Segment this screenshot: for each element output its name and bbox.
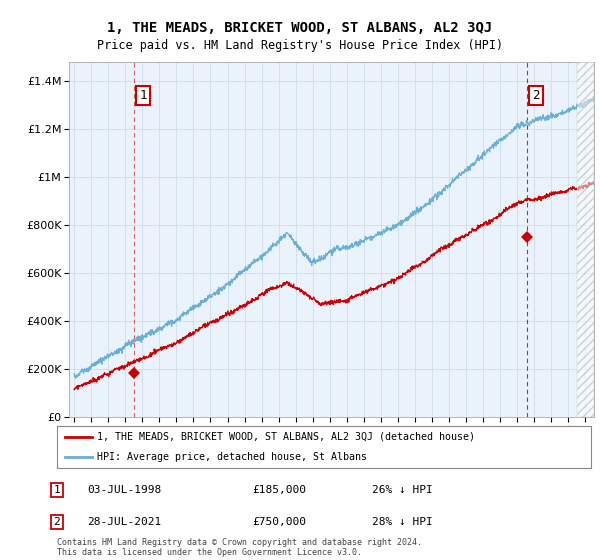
Text: 1: 1	[53, 485, 61, 495]
Text: Price paid vs. HM Land Registry's House Price Index (HPI): Price paid vs. HM Land Registry's House …	[97, 39, 503, 52]
Text: 1, THE MEADS, BRICKET WOOD, ST ALBANS, AL2 3QJ (detached house): 1, THE MEADS, BRICKET WOOD, ST ALBANS, A…	[97, 432, 475, 442]
Text: Contains HM Land Registry data © Crown copyright and database right 2024.
This d: Contains HM Land Registry data © Crown c…	[57, 538, 422, 557]
Text: £750,000: £750,000	[252, 517, 306, 527]
Text: 2: 2	[53, 517, 61, 527]
Text: 2: 2	[532, 88, 539, 102]
Text: 1, THE MEADS, BRICKET WOOD, ST ALBANS, AL2 3QJ: 1, THE MEADS, BRICKET WOOD, ST ALBANS, A…	[107, 21, 493, 35]
Text: HPI: Average price, detached house, St Albans: HPI: Average price, detached house, St A…	[97, 452, 367, 462]
Text: £185,000: £185,000	[252, 485, 306, 495]
Bar	[577, 62, 594, 417]
FancyBboxPatch shape	[57, 426, 591, 468]
Text: 26% ↓ HPI: 26% ↓ HPI	[372, 485, 433, 495]
Text: 03-JUL-1998: 03-JUL-1998	[87, 485, 161, 495]
Text: 1: 1	[139, 88, 146, 102]
Text: 28% ↓ HPI: 28% ↓ HPI	[372, 517, 433, 527]
Text: 28-JUL-2021: 28-JUL-2021	[87, 517, 161, 527]
